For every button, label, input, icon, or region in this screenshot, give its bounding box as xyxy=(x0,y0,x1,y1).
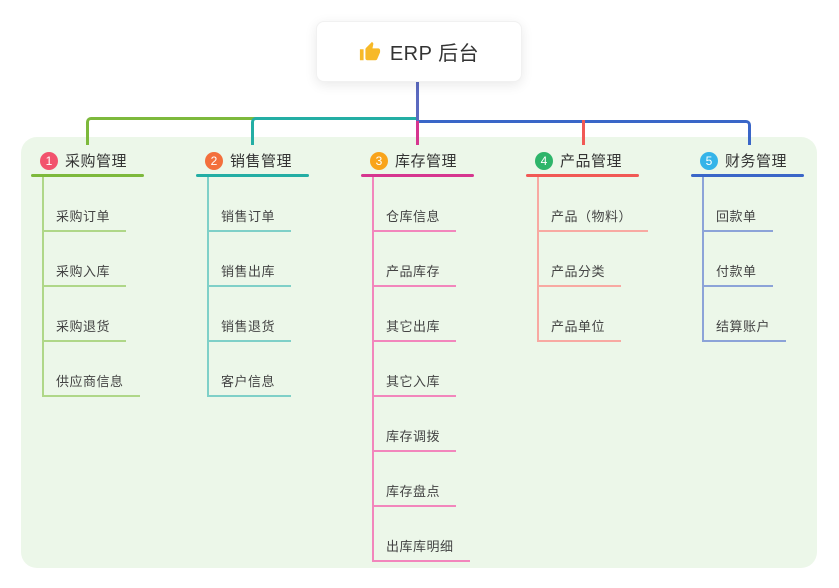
child-label: 结算账户 xyxy=(702,316,787,342)
branch-underline xyxy=(691,174,804,177)
branch-column-4: 4 产品管理 产品（物料） 产品分类 产品单位 xyxy=(526,147,686,342)
child-node[interactable]: 其它出库 xyxy=(372,287,521,342)
branch-children: 仓库信息 产品库存 其它出库 其它入库 库存调拨 库存盘点 出库库明细 xyxy=(372,177,521,562)
branch-node[interactable]: 2 销售管理 xyxy=(196,147,356,174)
branch-column-1: 1 采购管理 采购订单 采购入库 采购退货 供应商信息 xyxy=(31,147,191,397)
branch-index-badge: 1 xyxy=(40,151,58,170)
child-node[interactable]: 回款单 xyxy=(702,177,839,232)
branch-underline xyxy=(361,174,474,177)
branch-children: 回款单 付款单 结算账户 xyxy=(702,177,839,342)
branch-node[interactable]: 1 采购管理 xyxy=(31,147,191,174)
child-label: 采购退货 xyxy=(42,316,127,342)
child-label: 采购订单 xyxy=(42,206,127,232)
child-node[interactable]: 库存调拨 xyxy=(372,397,521,452)
thumbs-up-icon xyxy=(359,41,380,60)
child-node[interactable]: 其它入库 xyxy=(372,342,521,397)
child-label: 销售订单 xyxy=(207,206,292,232)
child-node[interactable]: 产品分类 xyxy=(537,232,686,287)
branch-underline xyxy=(526,174,639,177)
child-node[interactable]: 结算账户 xyxy=(702,287,839,342)
child-label: 其它入库 xyxy=(372,371,457,397)
branch-column-3: 3 库存管理 仓库信息 产品库存 其它出库 其它入库 库存调拨 库存盘点 出库库… xyxy=(361,147,521,562)
child-node[interactable]: 采购订单 xyxy=(42,177,191,232)
branch-children: 采购订单 采购入库 采购退货 供应商信息 xyxy=(42,177,191,397)
branch-children: 销售订单 销售出库 销售退货 客户信息 xyxy=(207,177,356,397)
child-label: 产品单位 xyxy=(537,316,622,342)
child-label: 客户信息 xyxy=(207,371,292,397)
branch-index-badge: 5 xyxy=(700,151,718,170)
branch-node[interactable]: 3 库存管理 xyxy=(361,147,521,174)
child-label: 付款单 xyxy=(702,261,773,287)
branch-underline xyxy=(31,174,144,177)
root-title: ERP 后台 xyxy=(389,43,480,65)
child-label: 库存调拨 xyxy=(372,426,457,452)
branch-title: 库存管理 xyxy=(395,153,458,170)
branch-node[interactable]: 4 产品管理 xyxy=(526,147,686,174)
branch-column-2: 2 销售管理 销售订单 销售出库 销售退货 客户信息 xyxy=(196,147,356,397)
child-label: 产品分类 xyxy=(537,261,622,287)
child-label: 回款单 xyxy=(702,206,773,232)
connector-segment xyxy=(416,82,419,121)
child-node[interactable]: 客户信息 xyxy=(207,342,356,397)
branch-index-badge: 4 xyxy=(535,151,553,170)
connector-segment xyxy=(416,120,419,145)
child-label: 产品库存 xyxy=(372,261,457,287)
branch-title: 财务管理 xyxy=(725,153,788,170)
branch-title: 销售管理 xyxy=(230,153,293,170)
child-node[interactable]: 付款单 xyxy=(702,232,839,287)
child-label: 销售退货 xyxy=(207,316,292,342)
connector-segment xyxy=(582,120,585,145)
child-label: 采购入库 xyxy=(42,261,127,287)
child-node[interactable]: 销售出库 xyxy=(207,232,356,287)
child-label: 仓库信息 xyxy=(372,206,457,232)
child-label: 出库库明细 xyxy=(372,536,470,562)
child-label: 供应商信息 xyxy=(42,371,140,397)
branch-node[interactable]: 5 财务管理 xyxy=(691,147,839,174)
child-label: 其它出库 xyxy=(372,316,457,342)
branch-column-5: 5 财务管理 回款单 付款单 结算账户 xyxy=(691,147,839,342)
child-node[interactable]: 销售退货 xyxy=(207,287,356,342)
child-label: 产品（物料） xyxy=(537,206,649,232)
branch-title: 采购管理 xyxy=(65,153,128,170)
child-node[interactable]: 供应商信息 xyxy=(42,342,191,397)
child-node[interactable]: 仓库信息 xyxy=(372,177,521,232)
child-node[interactable]: 产品库存 xyxy=(372,232,521,287)
child-node[interactable]: 销售订单 xyxy=(207,177,356,232)
branch-underline xyxy=(196,174,309,177)
child-label: 库存盘点 xyxy=(372,481,457,507)
child-node[interactable]: 产品（物料） xyxy=(537,177,686,232)
child-label: 销售出库 xyxy=(207,261,292,287)
branch-children: 产品（物料） 产品分类 产品单位 xyxy=(537,177,686,342)
child-node[interactable]: 库存盘点 xyxy=(372,452,521,507)
child-node[interactable]: 产品单位 xyxy=(537,287,686,342)
branch-title: 产品管理 xyxy=(560,153,623,170)
child-node[interactable]: 采购退货 xyxy=(42,287,191,342)
branches-panel xyxy=(21,137,817,568)
child-node[interactable]: 出库库明细 xyxy=(372,507,521,562)
branch-index-badge: 2 xyxy=(205,151,223,170)
root-node[interactable]: ERP 后台 xyxy=(316,21,522,82)
connector-segment xyxy=(251,117,417,145)
branch-index-badge: 3 xyxy=(370,151,388,170)
child-node[interactable]: 采购入库 xyxy=(42,232,191,287)
